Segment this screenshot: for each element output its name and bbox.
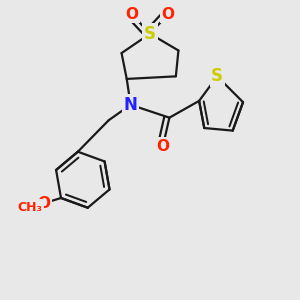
- Text: S: S: [211, 67, 223, 85]
- Text: O: O: [156, 139, 170, 154]
- Text: O: O: [125, 7, 138, 22]
- Text: N: N: [124, 96, 138, 114]
- Text: CH₃: CH₃: [17, 200, 43, 214]
- Text: S: S: [144, 25, 156, 43]
- Text: O: O: [38, 196, 51, 211]
- Text: O: O: [162, 7, 175, 22]
